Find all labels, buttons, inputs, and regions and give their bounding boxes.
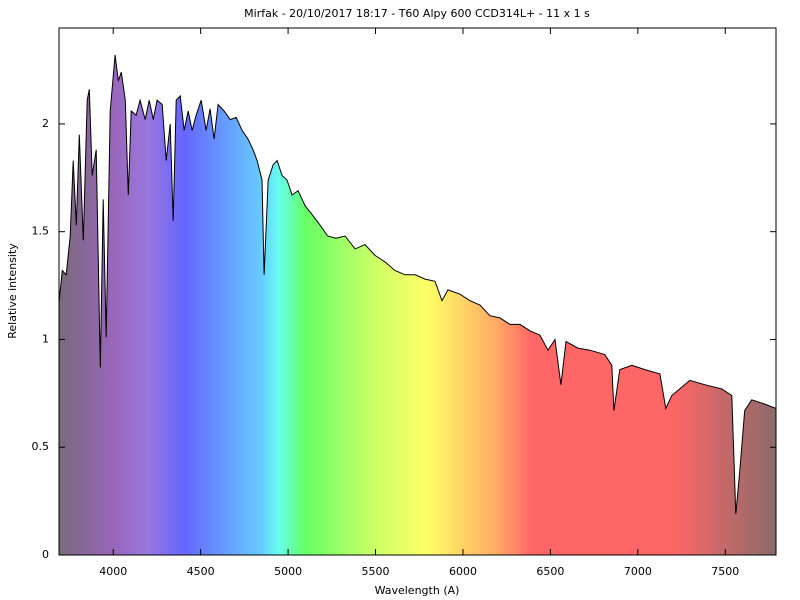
chart-title: Mirfak - 20/10/2017 18:17 - T60 Alpy 600… [244, 7, 590, 20]
spectrum-line [58, 54, 776, 515]
y-tick-label: 0.5 [32, 440, 50, 453]
x-tick-label: 4000 [99, 565, 127, 578]
x-tick-label: 6000 [449, 565, 477, 578]
x-tick-label: 7500 [711, 565, 739, 578]
x-tick-label: 6500 [536, 565, 564, 578]
y-axis-label: Relative intensity [6, 243, 19, 339]
y-tick-label: 1 [42, 332, 49, 345]
x-tick-label: 5500 [362, 565, 390, 578]
x-axis-label: Wavelength (A) [375, 584, 460, 597]
x-tick-label: 7000 [624, 565, 652, 578]
y-tick-label: 0 [42, 548, 49, 561]
y-tick-label: 2 [42, 117, 49, 130]
spectrum-area [59, 54, 776, 556]
y-tick-label: 1.5 [32, 225, 50, 238]
x-tick-label: 4500 [187, 565, 215, 578]
plot-area [58, 54, 776, 556]
plot-frame [58, 27, 777, 556]
x-tick-label: 5000 [274, 565, 302, 578]
